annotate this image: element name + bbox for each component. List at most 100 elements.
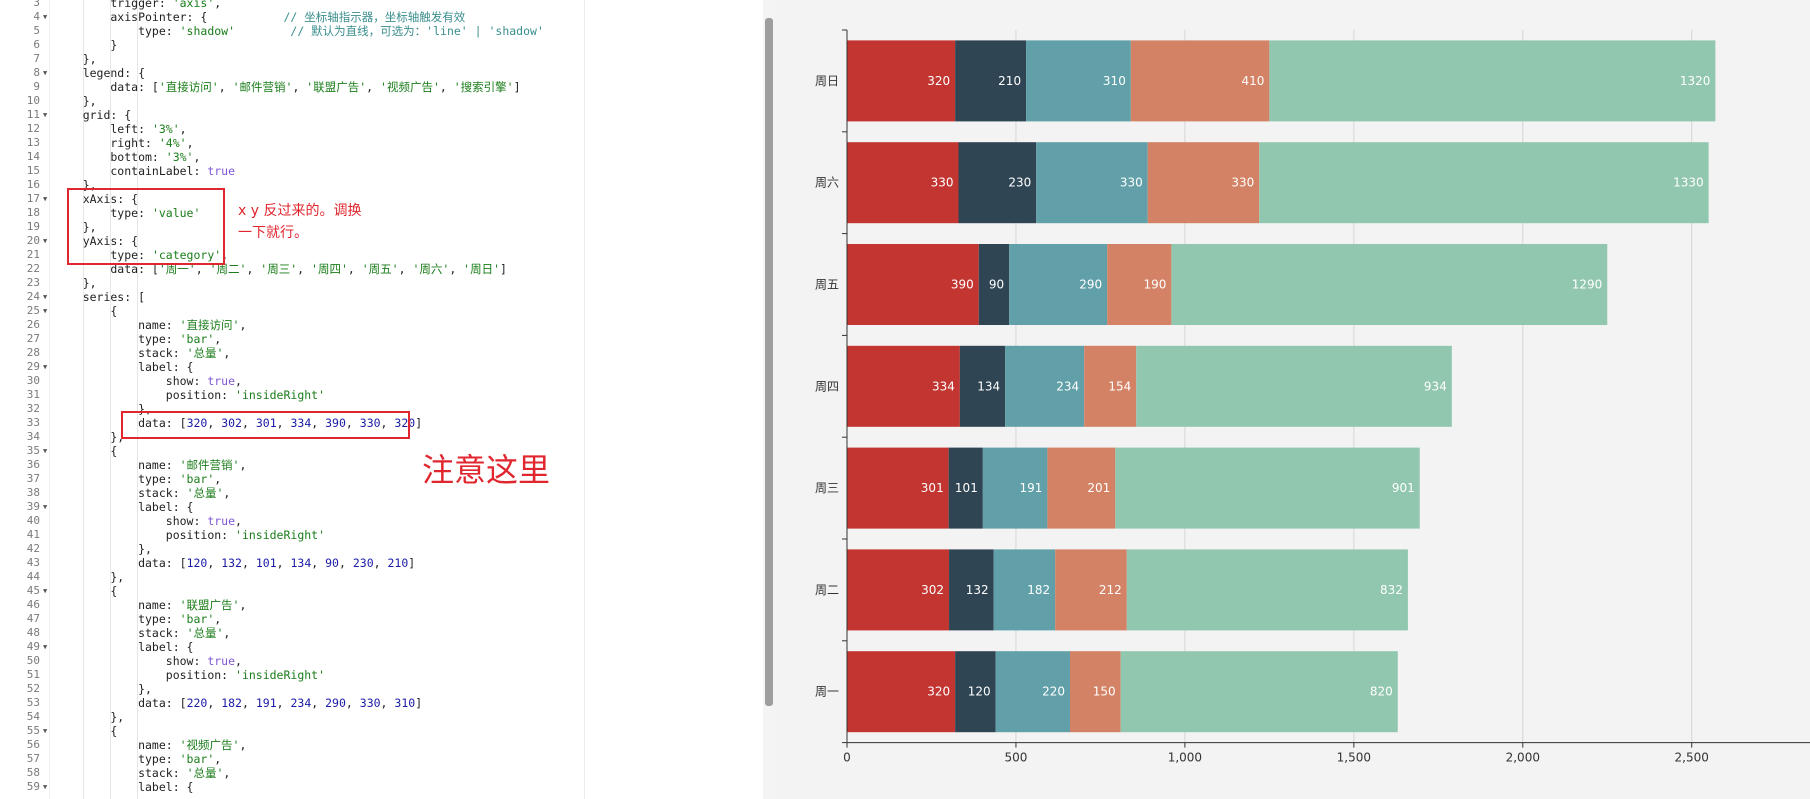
code-line[interactable]: name: '视频广告', bbox=[55, 738, 247, 752]
code-line[interactable]: { bbox=[55, 304, 118, 318]
bar-value-label: 220 bbox=[1042, 685, 1065, 699]
chart-preview-panel: 320 120 220 150 820 周一 302 132 182 212 832 周二 301 101… bbox=[775, 0, 1810, 799]
code-line[interactable]: name: '联盟广告', bbox=[55, 598, 247, 612]
code-line[interactable]: name: '直接访问', bbox=[55, 318, 247, 332]
fold-arrow-icon[interactable]: ▼ bbox=[43, 195, 48, 203]
line-number: 45 bbox=[26, 584, 40, 597]
code-line[interactable]: }, bbox=[55, 570, 125, 584]
code-line[interactable]: data: [120, 132, 101, 134, 90, 230, 210] bbox=[55, 556, 416, 570]
bar-value-label: 820 bbox=[1370, 685, 1393, 699]
line-number: 58 bbox=[26, 766, 40, 779]
fold-arrow-icon[interactable]: ▼ bbox=[43, 643, 48, 651]
fold-arrow-icon[interactable]: ▼ bbox=[43, 783, 48, 791]
code-line[interactable]: type: 'bar', bbox=[55, 472, 222, 486]
bar-segment bbox=[1147, 142, 1260, 224]
x-axis-tick-label: 0 bbox=[843, 751, 851, 765]
code-line[interactable]: { bbox=[55, 584, 118, 598]
code-line[interactable]: data: ['直接访问', '邮件营销', '联盟广告', '视频广告', '… bbox=[55, 80, 521, 94]
code-line[interactable]: legend: { bbox=[55, 66, 146, 80]
code-line[interactable]: right: '4%', bbox=[55, 136, 194, 150]
code-line[interactable]: series: [ bbox=[55, 290, 146, 304]
code-line[interactable]: stack: '总量', bbox=[55, 486, 231, 500]
fold-arrow-icon[interactable]: ▼ bbox=[43, 587, 48, 595]
bar-value-label: 290 bbox=[1079, 278, 1102, 292]
code-line[interactable]: containLabel: true bbox=[55, 164, 236, 178]
code-line[interactable]: type: 'bar', bbox=[55, 612, 222, 626]
code-line[interactable]: }, bbox=[55, 430, 125, 444]
fold-arrow-icon[interactable]: ▼ bbox=[43, 111, 48, 119]
code-line[interactable]: position: 'insideRight' bbox=[55, 528, 326, 542]
code-line[interactable]: data: [320, 302, 301, 334, 390, 330, 320… bbox=[55, 416, 423, 430]
fold-arrow-icon[interactable]: ▼ bbox=[43, 503, 48, 511]
fold-arrow-icon[interactable]: ▼ bbox=[43, 363, 48, 371]
code-line[interactable]: left: '3%', bbox=[55, 122, 187, 136]
line-number: 21 bbox=[26, 248, 40, 261]
code-line[interactable]: show: true, bbox=[55, 514, 242, 528]
line-number: 18 bbox=[26, 206, 40, 219]
editor-scrollbar-thumb[interactable] bbox=[765, 18, 773, 706]
fold-arrow-icon[interactable]: ▼ bbox=[43, 13, 48, 21]
code-line[interactable]: trigger: 'axis', bbox=[55, 0, 222, 10]
code-line[interactable]: }, bbox=[55, 710, 125, 724]
code-line[interactable]: data: [220, 182, 191, 234, 290, 330, 310… bbox=[55, 696, 423, 710]
code-line[interactable]: axisPointer: { // 坐标轴指示器，坐标轴触发有效 bbox=[55, 10, 466, 24]
bar-segment bbox=[955, 651, 996, 733]
line-number: 24 bbox=[26, 290, 40, 303]
code-editor[interactable]: 3 4 ▼ 5 6 7 8 ▼ 9 10 11 ▼ 12 13 14 15 16 17 ▼ 18 19 20 ▼ 21 22 23… bbox=[0, 0, 767, 799]
code-line[interactable]: type: 'value' bbox=[55, 206, 201, 220]
bar-value-label: 1330 bbox=[1673, 176, 1704, 190]
line-number: 42 bbox=[26, 542, 40, 555]
fold-arrow-icon[interactable]: ▼ bbox=[43, 69, 48, 77]
code-line[interactable]: yAxis: { bbox=[55, 234, 139, 248]
code-line[interactable]: }, bbox=[55, 682, 152, 696]
bar-segment bbox=[949, 549, 994, 631]
code-line[interactable]: }, bbox=[55, 220, 97, 234]
bar-segment bbox=[847, 345, 960, 427]
fold-arrow-icon[interactable]: ▼ bbox=[43, 293, 48, 301]
code-line[interactable]: bottom: '3%', bbox=[55, 150, 201, 164]
code-line[interactable]: show: true, bbox=[55, 374, 242, 388]
code-line[interactable]: type: 'bar', bbox=[55, 752, 222, 766]
line-number: 39 bbox=[26, 500, 40, 513]
line-number: 47 bbox=[26, 612, 40, 625]
fold-arrow-icon[interactable]: ▼ bbox=[43, 307, 48, 315]
code-line[interactable]: show: true, bbox=[55, 654, 242, 668]
code-line[interactable]: stack: '总量', bbox=[55, 346, 231, 360]
code-line[interactable]: }, bbox=[55, 94, 97, 108]
bar-segment bbox=[1009, 244, 1108, 325]
bar-value-label: 330 bbox=[1231, 176, 1254, 190]
code-line[interactable]: type: 'shadow' // 默认为直线，可选为：'line' | 'sh… bbox=[55, 24, 544, 38]
code-line[interactable]: position: 'insideRight' bbox=[55, 668, 326, 682]
code-line[interactable]: stack: '总量', bbox=[55, 766, 231, 780]
code-line[interactable]: type: 'bar', bbox=[55, 332, 222, 346]
bar-segment bbox=[995, 651, 1071, 733]
bar-segment bbox=[847, 447, 949, 529]
line-number: 19 bbox=[26, 220, 40, 233]
code-line[interactable]: label: { bbox=[55, 780, 194, 794]
code-line[interactable]: { bbox=[55, 724, 118, 738]
fold-arrow-icon[interactable]: ▼ bbox=[43, 727, 48, 735]
code-line[interactable]: } bbox=[55, 38, 118, 52]
code-line[interactable]: { bbox=[55, 444, 118, 458]
fold-arrow-icon[interactable]: ▼ bbox=[43, 237, 48, 245]
axis-swap-note-line1: x y 反过来的。调换 bbox=[238, 203, 362, 219]
bar-value-label: 190 bbox=[1143, 278, 1166, 292]
fold-arrow-icon[interactable]: ▼ bbox=[43, 447, 48, 455]
code-line[interactable]: }, bbox=[55, 542, 152, 556]
code-line[interactable]: }, bbox=[55, 276, 97, 290]
code-line[interactable]: name: '邮件营销', bbox=[55, 458, 247, 472]
line-number: 8 bbox=[33, 66, 40, 79]
bar-segment bbox=[955, 40, 1027, 122]
code-line[interactable]: data: ['周一', '周二', '周三', '周四', '周五', '周六… bbox=[55, 262, 507, 276]
code-line[interactable]: label: { bbox=[55, 640, 194, 654]
bar-segment bbox=[1120, 651, 1398, 733]
code-line[interactable]: label: { bbox=[55, 360, 194, 374]
code-line[interactable]: xAxis: { bbox=[55, 192, 139, 206]
line-number: 15 bbox=[26, 164, 40, 177]
code-line[interactable]: }, bbox=[55, 52, 97, 66]
code-line[interactable]: label: { bbox=[55, 500, 194, 514]
code-line[interactable]: position: 'insideRight' bbox=[55, 388, 326, 402]
code-line[interactable]: stack: '总量', bbox=[55, 626, 231, 640]
line-number: 26 bbox=[26, 318, 40, 331]
code-line[interactable]: grid: { bbox=[55, 108, 132, 122]
